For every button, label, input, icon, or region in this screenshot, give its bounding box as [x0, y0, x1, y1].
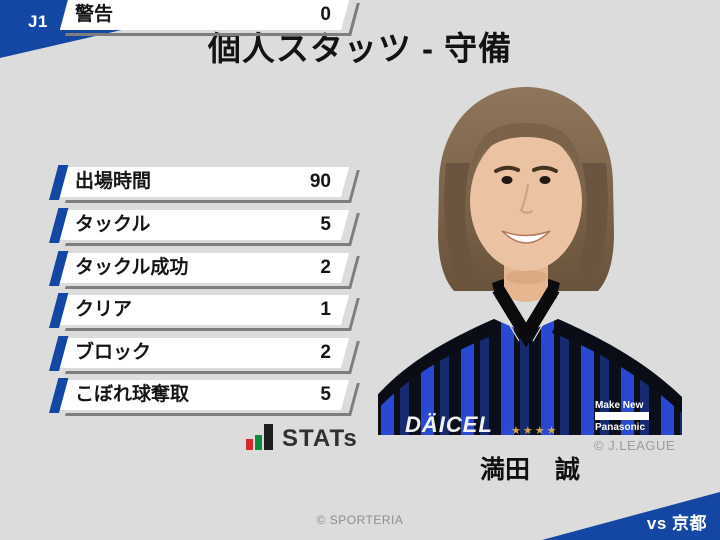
bar-chart-icon — [246, 424, 273, 452]
stat-row: こぼれ球奪取 5 — [49, 378, 360, 416]
stat-row: タックル 5 — [49, 208, 360, 246]
jersey-stars-row1: ★★★★ — [511, 425, 558, 435]
stat-label: こぼれ球奪取 — [75, 384, 190, 405]
jersey-shoulder-left — [374, 319, 500, 413]
stat-value: 1 — [320, 299, 331, 320]
jersey-shoulder-right — [552, 319, 686, 417]
eyebrow-left — [494, 165, 520, 173]
bar-red — [246, 439, 253, 450]
stat-value: 5 — [320, 214, 331, 235]
stat-value: 5 — [320, 384, 331, 405]
stat-label: タックル成功 — [75, 257, 189, 278]
opponent-badge-label: vs 京都 — [646, 514, 707, 533]
stats-brand-label: STATs — [282, 425, 358, 452]
stat-value: 0 — [320, 4, 331, 25]
player-photo: DÄICEL ★★★★ ★★★★★ Make New Panasonic — [374, 83, 686, 448]
mouth-smile — [501, 230, 551, 244]
stat-label: クリア — [75, 299, 133, 320]
neck-shadow — [505, 270, 547, 284]
hair-lock-left — [444, 163, 476, 281]
stat-label: ブロック — [75, 342, 152, 363]
sponsor-daicel: DÄICEL — [405, 412, 493, 435]
sponsor-makenew: Make New — [595, 400, 644, 411]
face — [470, 131, 582, 271]
stat-row: 警告 0 — [49, 0, 360, 36]
stat-row: ブロック 2 — [49, 336, 360, 374]
eyebrow-right — [532, 165, 558, 173]
photo-credit: © J.LEAGUE — [593, 438, 675, 453]
stats-brand: STATs — [246, 424, 358, 452]
eye-left — [501, 176, 513, 184]
collar-piping-left — [490, 292, 520, 342]
nose — [519, 184, 533, 214]
hair-fringe — [470, 123, 582, 189]
stat-row: クリア 1 — [49, 293, 360, 331]
stat-value: 90 — [309, 171, 331, 192]
collar-piping-right — [532, 292, 562, 342]
sponsor-panasonic: Panasonic — [595, 422, 645, 433]
stat-label: 警告 — [75, 4, 114, 25]
player-photo-illustration: DÄICEL ★★★★ ★★★★★ Make New Panasonic — [374, 87, 686, 448]
stat-row: 出場時間 90 — [49, 165, 360, 203]
page-title: 個人スタッツ - 守備 — [207, 30, 513, 67]
panasonic-bar — [595, 412, 649, 420]
bar-dark — [264, 424, 273, 450]
footer-credit: © SPORTERIA — [316, 513, 404, 527]
collar — [492, 285, 560, 348]
stat-label: 出場時間 — [75, 171, 152, 192]
stat-value: 2 — [320, 342, 331, 363]
stat-label: タックル — [75, 214, 151, 235]
bar-green — [255, 435, 262, 450]
hair-lock-right — [576, 163, 608, 281]
stat-value: 2 — [320, 257, 331, 278]
eye-right — [539, 176, 551, 184]
stat-row: タックル成功 2 — [49, 251, 360, 289]
player-name: 満田 誠 — [479, 456, 580, 484]
